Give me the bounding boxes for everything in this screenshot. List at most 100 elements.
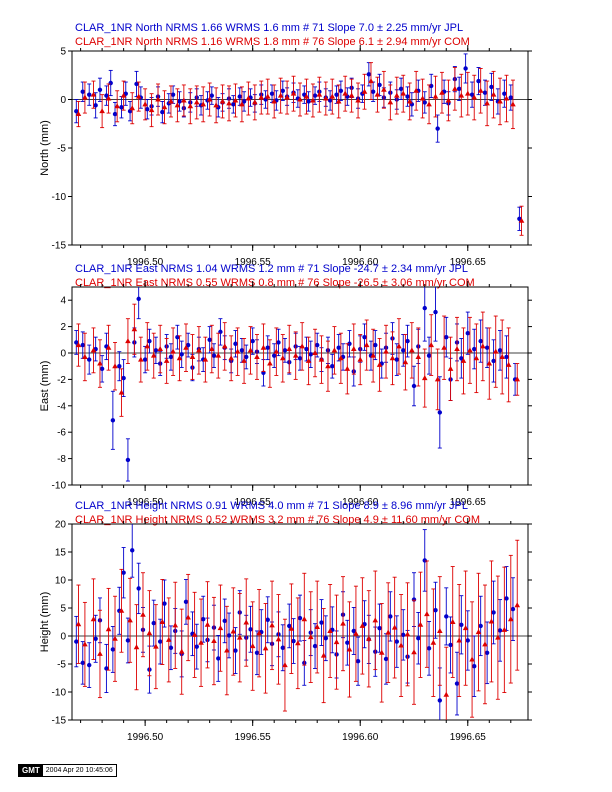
data-point: [99, 108, 105, 114]
data-point: [419, 95, 426, 101]
data-point: [301, 616, 308, 622]
panel-east: CLAR_1NR East NRMS 1.04 WRMS 1.2 mm # 71…: [39, 263, 532, 508]
data-point: [243, 619, 250, 625]
data-point: [178, 648, 185, 654]
data-point: [248, 627, 253, 632]
data-point: [514, 376, 521, 382]
panel-title-com: CLAR_1NR East NRMS 0.55 WRMS 0.8 mm # 76…: [75, 277, 475, 289]
data-point: [80, 89, 85, 94]
data-point: [504, 596, 509, 601]
data-point: [87, 662, 92, 668]
data-point: [226, 633, 232, 638]
data-point: [381, 86, 387, 92]
gmt-timestamp-stamp: GMT 2004 Apr 20 10:45:06: [18, 764, 117, 777]
data-point: [475, 629, 482, 635]
data-point: [97, 360, 103, 366]
data-point: [284, 94, 290, 100]
data-point: [287, 623, 292, 629]
data-point: [271, 98, 277, 104]
data-point: [277, 92, 284, 98]
data-point: [144, 343, 151, 349]
data-point: [82, 641, 88, 647]
data-point: [501, 626, 508, 632]
data-point: [163, 357, 170, 363]
data-point: [288, 625, 295, 631]
data-point: [90, 616, 97, 622]
data-point: [476, 78, 481, 84]
y-axis-label: Height (mm): [39, 592, 51, 653]
data-point: [497, 628, 503, 633]
data-point: [312, 643, 318, 649]
data-point: [241, 357, 247, 363]
data-point: [426, 646, 432, 651]
data-point: [362, 334, 367, 340]
data-point: [234, 348, 241, 354]
data-point: [463, 66, 468, 71]
data-point: [330, 364, 335, 369]
data-point: [292, 352, 299, 358]
data-point: [125, 338, 131, 344]
data-point: [510, 101, 516, 107]
data-point: [159, 619, 166, 624]
data-point: [444, 614, 449, 619]
data-point: [373, 342, 378, 348]
data-point: [489, 84, 494, 90]
data-point: [181, 97, 187, 103]
series-com: [75, 62, 525, 236]
data-point: [110, 418, 116, 423]
data-point: [505, 361, 512, 367]
y-tick-label: -5: [57, 144, 66, 155]
data-point: [254, 650, 260, 655]
y-tick-label: 0: [60, 632, 66, 643]
data-point: [244, 354, 249, 360]
data-point: [112, 111, 118, 117]
x-tick-label: 1996.65: [450, 497, 487, 508]
data-point: [252, 99, 258, 105]
data-point: [183, 344, 189, 350]
data-point: [344, 365, 351, 371]
data-point: [490, 91, 497, 97]
data-point: [273, 348, 280, 354]
data-point: [484, 345, 490, 350]
data-point: [146, 630, 153, 636]
data-point: [209, 346, 215, 352]
data-point: [465, 638, 470, 643]
data-point: [308, 352, 313, 357]
data-point: [232, 97, 239, 103]
data-point: [434, 376, 441, 382]
data-point: [422, 100, 427, 105]
panel-title-com: CLAR_1NR North NRMS 1.16 WRMS 1.8 mm # 7…: [75, 36, 470, 48]
data-point: [196, 347, 202, 353]
data-point: [401, 632, 406, 638]
data-point: [456, 637, 462, 643]
data-point: [82, 94, 88, 100]
data-point: [443, 691, 450, 697]
data-point: [153, 348, 159, 353]
data-point: [467, 347, 473, 353]
data-point: [312, 93, 318, 98]
data-point: [120, 92, 127, 98]
data-point: [80, 342, 85, 348]
data-point: [478, 338, 483, 344]
panel-height: CLAR_1NR Height NRMS 0.91 WRMS 4.0 mm # …: [39, 500, 532, 743]
data-point: [110, 647, 116, 652]
y-tick-label: 2: [60, 322, 66, 333]
data-point: [318, 356, 325, 362]
data-point: [172, 622, 179, 628]
y-tick-label: -10: [52, 481, 67, 492]
data-point: [406, 98, 413, 104]
data-point: [491, 610, 496, 615]
series-com: [75, 303, 521, 417]
data-point: [433, 309, 438, 315]
data-point: [230, 628, 237, 634]
data-point: [402, 359, 409, 365]
data-point: [148, 107, 155, 113]
data-point: [297, 96, 303, 102]
data-point: [245, 95, 252, 101]
panel-title-com: CLAR_1NR Height NRMS 0.52 WRMS 3.2 mm # …: [75, 514, 480, 526]
data-point: [315, 342, 320, 348]
data-point: [477, 87, 484, 93]
data-point: [217, 625, 224, 631]
data-point: [480, 343, 486, 349]
data-point: [350, 346, 357, 352]
